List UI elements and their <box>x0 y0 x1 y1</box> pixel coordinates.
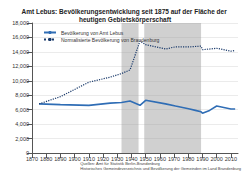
svg-text:0: 0 <box>25 150 29 156</box>
svg-text:1890: 1890 <box>54 156 66 162</box>
svg-text:Normalisierte Bevölkerung von: Normalisierte Bevölkerung von Brandenbur… <box>61 37 160 43</box>
svg-text:2000: 2000 <box>211 156 223 162</box>
svg-text:16,000: 16,000 <box>12 34 29 40</box>
svg-text:Historisches Gemeindeverzeichn: Historisches Gemeindeverzeichnis und Bev… <box>80 166 241 171</box>
svg-text:12,000: 12,000 <box>12 63 29 69</box>
svg-text:4,000: 4,000 <box>15 121 29 127</box>
svg-text:Bevölkerung von Amt Lebus: Bevölkerung von Amt Lebus <box>61 30 124 36</box>
svg-text:8,000: 8,000 <box>15 92 29 98</box>
svg-text:1980: 1980 <box>182 156 194 162</box>
svg-text:1870: 1870 <box>26 156 38 162</box>
svg-text:1880: 1880 <box>40 156 52 162</box>
svg-text:14,000: 14,000 <box>12 49 29 55</box>
svg-text:10,000: 10,000 <box>12 78 29 84</box>
svg-text:1990: 1990 <box>196 156 208 162</box>
svg-text:heutigen Gebietskörperschaft: heutigen Gebietskörperschaft <box>79 16 172 24</box>
svg-text:18,000: 18,000 <box>12 20 29 26</box>
svg-text:Amt Lebus: Bevölkerungsentwick: Amt Lebus: Bevölkerungsentwicklung seit … <box>22 8 229 16</box>
svg-text:6,000: 6,000 <box>15 107 29 113</box>
svg-text:2,000: 2,000 <box>15 136 29 142</box>
svg-text:2010: 2010 <box>225 156 237 162</box>
svg-text:1900: 1900 <box>68 156 80 162</box>
svg-text:1970: 1970 <box>168 156 180 162</box>
svg-text:Quellen: Amt für Statistik Ber: Quellen: Amt für Statistik Berlin-Brande… <box>80 161 160 166</box>
html-text:1910 1920 1930 1940 1950 1960: 1910 1920 1930 1940 1950 1960 <box>82 156 166 162</box>
